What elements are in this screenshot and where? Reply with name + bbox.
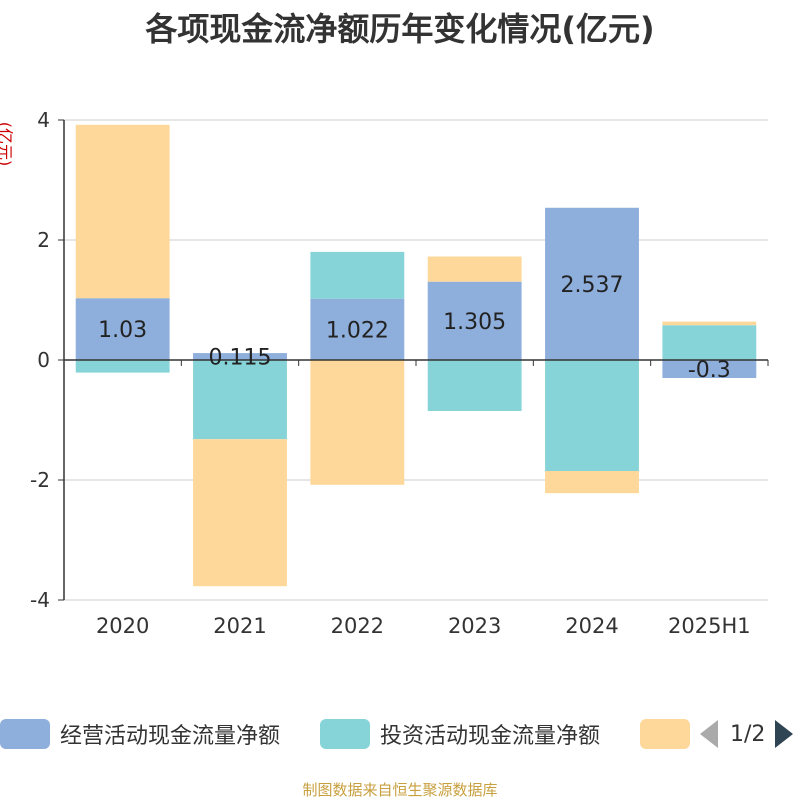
data-label: 1.305: [443, 310, 506, 335]
legend-label-operating: 经营活动现金流量净额: [60, 724, 281, 749]
legend-label-investing: 投资活动现金流量净额: [380, 724, 601, 749]
data-label: 1.022: [326, 318, 389, 343]
source-note: 制图数据来自恒生聚源数据库: [302, 781, 498, 799]
bar-series-0-2022: [310, 298, 405, 360]
bar-series-0-2023: [427, 281, 522, 360]
legend-pager: 1/2: [700, 718, 794, 750]
bar-series-1-2020: [75, 360, 170, 373]
x-tick-label: 2020: [96, 614, 149, 638]
legend-prev-page-icon[interactable]: [700, 720, 718, 748]
bar-series-2-2020: [75, 124, 170, 299]
bar-chart: 4 2 0 -2 -4 2020 2021 2022 2023 2024 2025H1 1.03 0.…: [30, 108, 769, 638]
bar-series-0-2021: [193, 353, 287, 360]
bar-series-0-2025H1: [662, 360, 757, 378]
bar-series-0-2024: [545, 207, 639, 360]
x-tick-label: 2025H1: [668, 614, 751, 638]
bars: [75, 124, 757, 587]
bar-series-2-2021: [193, 439, 287, 587]
bar-series-1-2021: [193, 360, 287, 440]
bar-series-1-2024: [545, 360, 639, 471]
bar-series-1-2023: [427, 360, 522, 411]
legend-item-operating[interactable]: 经营活动现金流量净额: [0, 716, 280, 752]
bar-series-1-2025H1: [662, 325, 757, 360]
y-tick-label: 4: [37, 108, 50, 132]
x-tick-label: 2021: [213, 614, 266, 638]
legend-page-indicator: 1/2: [730, 721, 766, 747]
chart-title: 各项现金流净额历年变化情况(亿元): [145, 10, 655, 48]
legend-item-investing[interactable]: 投资活动现金流量净额: [320, 716, 600, 752]
y-tick-label: -4: [30, 588, 50, 612]
data-label: 2.537: [561, 273, 624, 298]
y-tick-label: 0: [37, 348, 50, 372]
data-label: 1.03: [98, 318, 147, 343]
y-tick-label: -2: [30, 468, 50, 492]
bar-series-2-2025H1: [662, 321, 757, 326]
y-tick-label: 2: [37, 228, 50, 252]
bar-series-2-2022: [310, 360, 405, 485]
legend-swatch-financing: [640, 719, 690, 749]
x-tick-label: 2024: [565, 614, 618, 638]
data-label: 0.115: [209, 346, 272, 371]
legend-swatch-investing: [320, 719, 370, 749]
bar-series-0-2020: [75, 298, 170, 360]
data-label: -0.3: [688, 358, 731, 383]
bar-series-1-2022: [310, 251, 405, 299]
legend-item-financing[interactable]: [640, 716, 700, 752]
bar-series-2-2024: [545, 471, 639, 494]
data-labels: 1.03 0.115 1.022 1.305 2.537 -0.3: [98, 273, 731, 383]
legend-swatch-operating: [0, 719, 50, 749]
legend-next-page-icon[interactable]: [775, 720, 794, 748]
x-tick-label: 2022: [331, 614, 384, 638]
axes: 4 2 0 -2 -4 2020 2021 2022 2023 2024 2025H1: [30, 108, 769, 638]
x-tick-label: 2023: [448, 614, 501, 638]
bar-series-2-2023: [427, 256, 522, 282]
grid-lines: [64, 119, 768, 601]
